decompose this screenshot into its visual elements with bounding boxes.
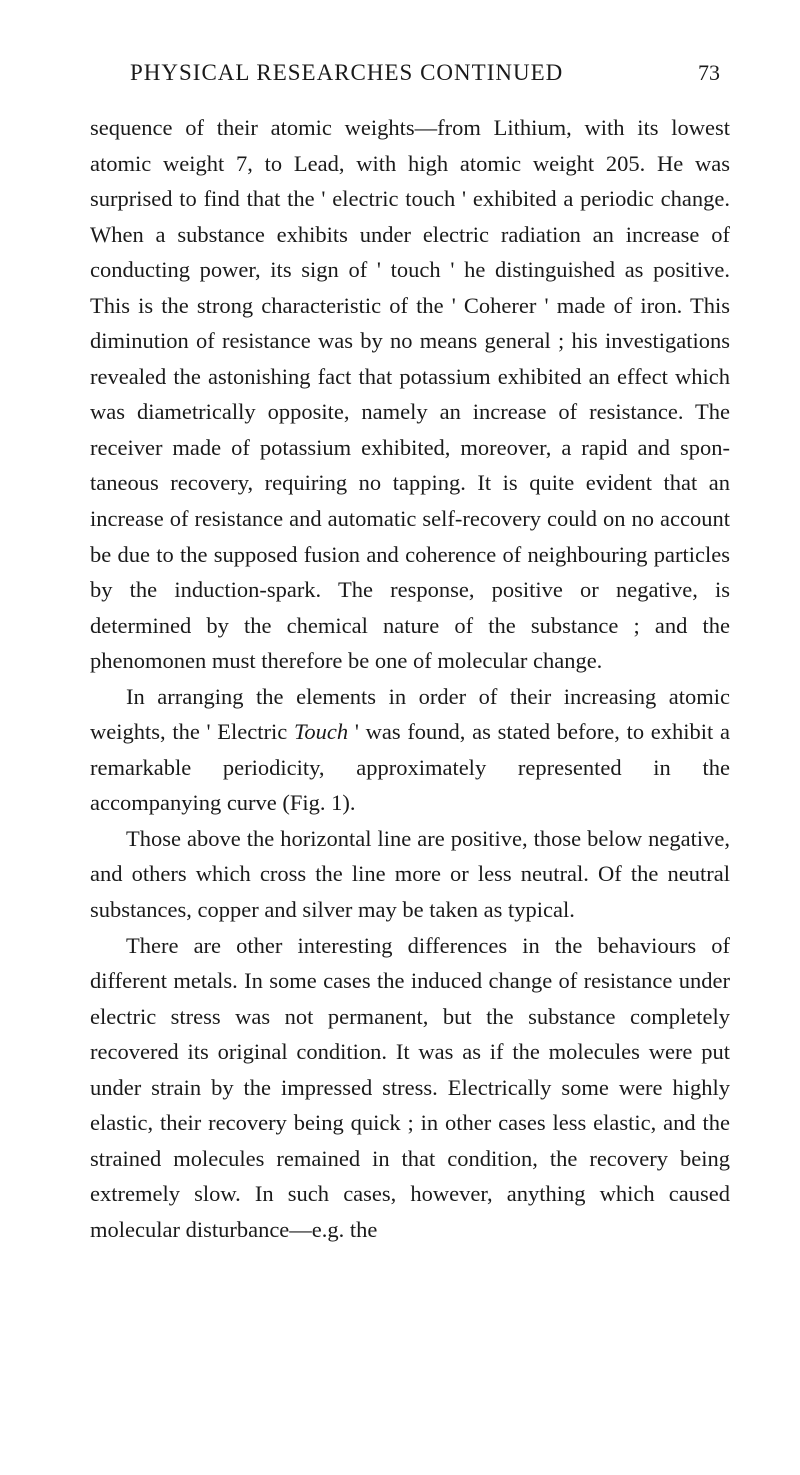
paragraph-3: Those above the horizontal line are posi… — [90, 821, 730, 928]
header-title: PHYSICAL RESEARCHES CONTINUED — [130, 60, 563, 86]
body-text: sequence of their atomic weights—from Li… — [90, 110, 730, 1248]
p2-italic: Touch — [294, 719, 348, 744]
page-number: 73 — [698, 60, 720, 86]
paragraph-1: sequence of their atomic weights—from Li… — [90, 110, 730, 679]
paragraph-4: There are other interesting differences … — [90, 928, 730, 1248]
page-header: PHYSICAL RESEARCHES CONTINUED 73 — [90, 60, 730, 86]
paragraph-2: In arranging the elements in order of th… — [90, 679, 730, 821]
